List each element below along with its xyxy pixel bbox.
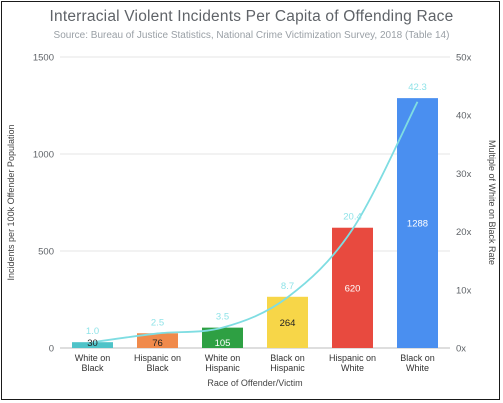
y-tick-label: 1000 xyxy=(33,150,54,161)
gridlines xyxy=(60,56,450,349)
labels: 0 500 1000 1500 0x 10x 20x 30x 40x 50x 30 76 105 264 6… xyxy=(33,53,472,374)
category-label: Hispanic on xyxy=(134,353,181,363)
category-label: White on xyxy=(75,353,111,363)
bar-value-label: 30 xyxy=(87,338,98,349)
bar-value-label: 105 xyxy=(215,338,231,349)
y-tick-label: 500 xyxy=(38,247,54,258)
category-label: Hispanic xyxy=(270,363,305,373)
category-label: Black on xyxy=(270,353,305,363)
bar-value-label: 620 xyxy=(345,283,361,294)
bar xyxy=(72,342,113,348)
multiple-label: 8.7 xyxy=(281,281,294,292)
bar xyxy=(137,333,178,348)
category-label: White xyxy=(406,363,429,373)
bar xyxy=(267,296,308,348)
multiple-label: 20.4 xyxy=(343,212,362,223)
bar-value-label: 1288 xyxy=(407,219,428,230)
multiple-label: 42.3 xyxy=(408,82,427,93)
multiple-label: 3.5 xyxy=(216,312,229,323)
chart-subtitle: Source: Bureau of Justice Statistics, Na… xyxy=(53,30,450,41)
category-label: White xyxy=(341,363,364,373)
bar xyxy=(397,98,438,349)
bar-value-label: 76 xyxy=(152,338,163,349)
bars xyxy=(72,98,438,349)
category-label: Black xyxy=(81,363,104,373)
y2-axis-title: Multiple of White on Black Rate xyxy=(487,140,497,265)
bar-value-label: 264 xyxy=(280,318,296,329)
y2-tick-label: 20x xyxy=(456,227,472,238)
category-label: Hispanic xyxy=(205,363,240,373)
multiple-line xyxy=(92,101,419,344)
category-label: White on xyxy=(205,353,241,363)
y-tick-label: 1500 xyxy=(33,53,54,64)
multiple-label: 2.5 xyxy=(151,317,164,328)
category-label: Black xyxy=(146,363,169,373)
chart-title: Interracial Violent Incidents Per Capita… xyxy=(49,8,454,25)
category-label: Black on xyxy=(400,353,435,363)
y2-tick-label: 10x xyxy=(456,285,472,296)
y2-tick-label: 30x xyxy=(456,169,472,180)
y-axis-title: Incidents per 100k Offender Population xyxy=(6,125,16,281)
multiple-label: 1.0 xyxy=(86,326,99,337)
y2-tick-label: 50x xyxy=(456,53,472,64)
x-axis-title: Race of Offender/Victim xyxy=(207,378,302,388)
y2-tick-label: 40x xyxy=(456,111,472,122)
bar xyxy=(202,327,243,348)
y2-tick-label: 0x xyxy=(456,344,466,355)
y-tick-label: 0 xyxy=(49,344,54,355)
multiple-curve xyxy=(92,101,419,344)
category-label: Hispanic on xyxy=(329,353,376,363)
